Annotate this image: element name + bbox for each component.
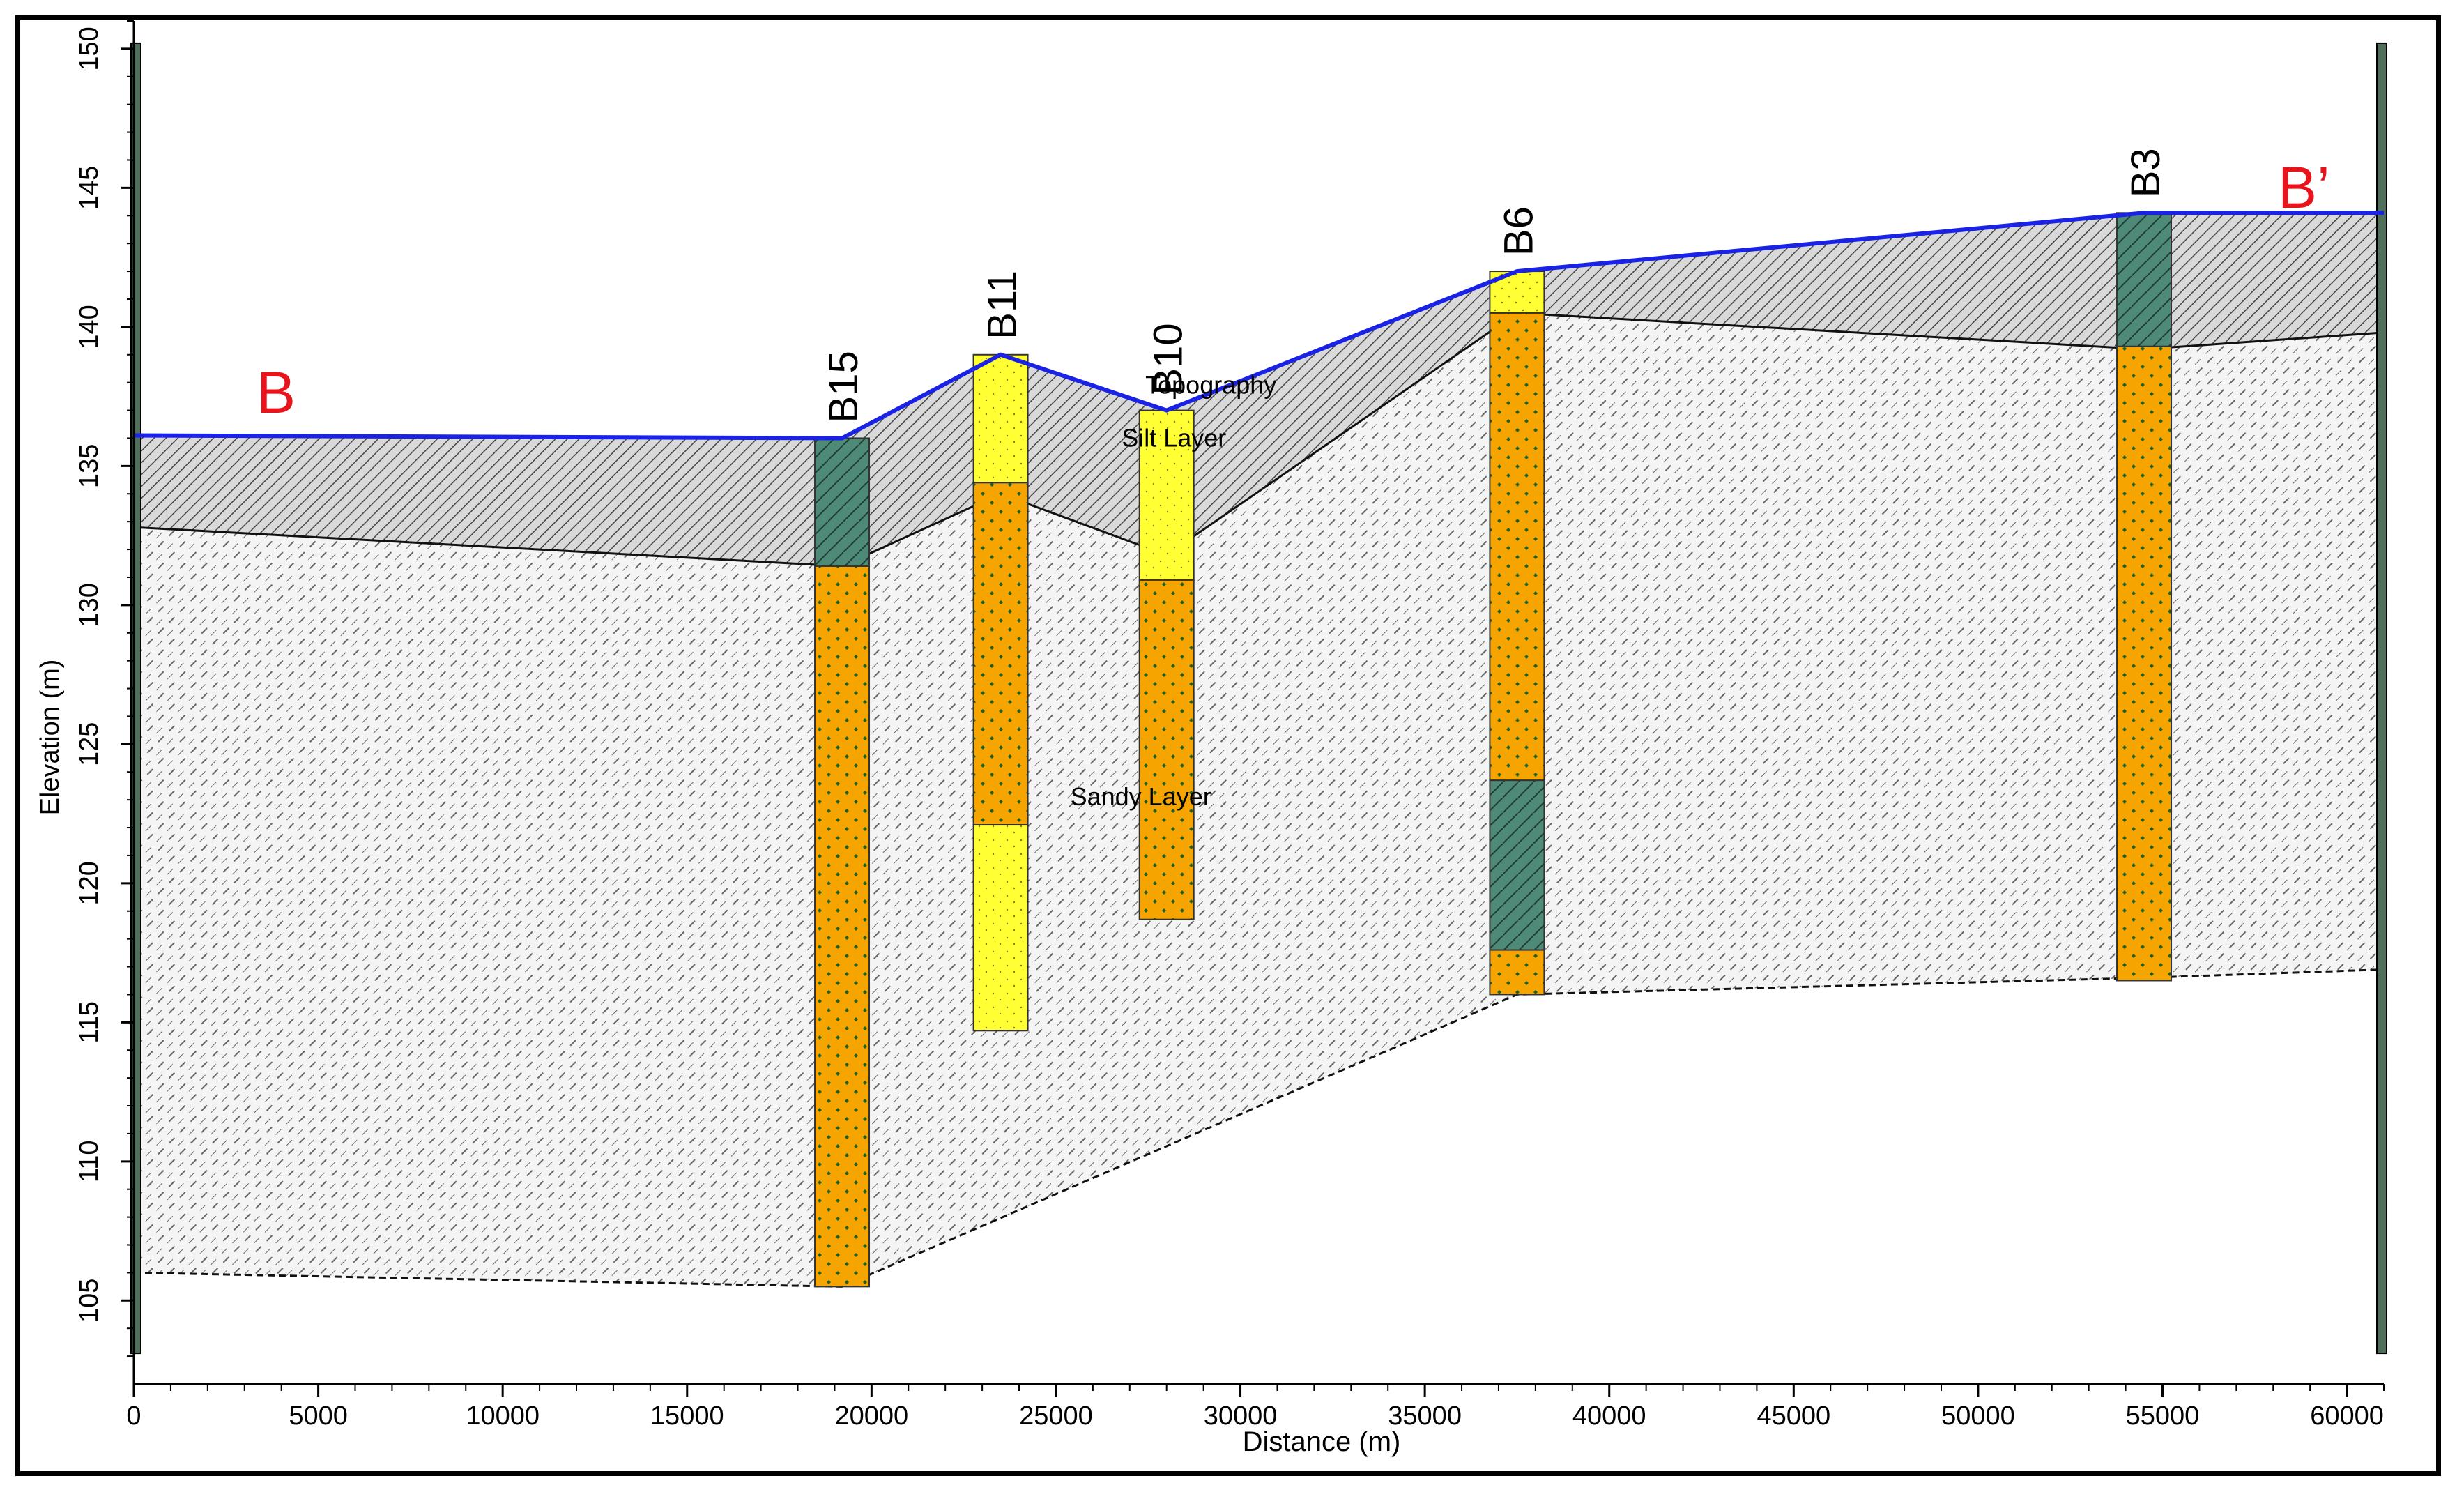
x-tick-label: 10000 — [466, 1401, 540, 1431]
layer-label: Silt Layer — [1122, 423, 1226, 452]
section-end-label: B’ — [2278, 155, 2330, 220]
x-tick-label: 35000 — [1388, 1401, 1462, 1431]
borehole-label: B11 — [980, 271, 1025, 340]
layer-label: Sandy Layer — [1071, 782, 1211, 811]
x-axis-title: Distance (m) — [1243, 1426, 1401, 1457]
x-tick-label: 15000 — [650, 1401, 724, 1431]
topography-line — [133, 211, 2384, 441]
x-tick-label: 0 — [126, 1401, 141, 1431]
borehole-interval-sand — [1489, 949, 1545, 996]
borehole-interval-sand — [972, 482, 1029, 826]
x-tick-label: 50000 — [1941, 1401, 2015, 1431]
y-tick-label: 150 — [75, 26, 104, 70]
labels: Topography Silt Layer Sandy Layer B B’ — [257, 155, 2330, 811]
geologic-layers — [130, 42, 2387, 1355]
y-tick-label: 125 — [75, 722, 104, 766]
x-tick-label: 55000 — [2126, 1401, 2200, 1431]
borehole-interval-sand — [1489, 312, 1545, 782]
borehole-b6: B6 — [1489, 206, 1545, 996]
x-tick-label: 25000 — [1019, 1401, 1093, 1431]
borehole-interval-silt — [2116, 212, 2173, 347]
borehole-interval-silt — [814, 437, 871, 567]
borehole-label: B6 — [1496, 206, 1541, 256]
section-start-label: B — [257, 360, 296, 425]
x-tick-label: 45000 — [1757, 1401, 1830, 1431]
x-tick-label: 30000 — [1204, 1401, 1278, 1431]
silt-layer — [134, 213, 2384, 566]
x-tick-label: 60000 — [2310, 1401, 2384, 1431]
y-tick-label: 135 — [75, 444, 104, 488]
x-tick-label: 40000 — [1572, 1401, 1646, 1431]
y-tick-label: 140 — [75, 305, 104, 349]
borehole-interval-sand — [2116, 345, 2173, 982]
borehole-interval-sand — [814, 565, 871, 1288]
boreholes: B15 B11 B10 B6 B3 — [133, 148, 2384, 1288]
y-tick-label: 115 — [75, 1001, 104, 1044]
x-tick-label: 5000 — [289, 1401, 348, 1431]
y-tick-label: 110 — [75, 1141, 104, 1183]
y-tick-label: 130 — [75, 583, 104, 627]
borehole-interval-gravel — [1138, 409, 1195, 581]
borehole-b3: B3 — [2116, 148, 2173, 982]
x-tick-label: 20000 — [835, 1401, 909, 1431]
right-end-bar — [2376, 42, 2387, 1355]
y-tick-label: 120 — [75, 861, 104, 905]
borehole-b15: B15 — [814, 351, 871, 1288]
y-tick-label: 105 — [75, 1279, 104, 1323]
y-axis-title: Elevation (m) — [36, 660, 65, 816]
borehole-b11: B11 — [972, 271, 1029, 1032]
borehole-interval-gravel — [972, 353, 1029, 484]
left-end-bar — [130, 42, 141, 1355]
layer-label: Topography — [1145, 371, 1276, 400]
axes: 0 5000 10000 15000 20000 25000 30000 35000 40000… — [36, 20, 2385, 1457]
borehole-label: B10 — [1146, 323, 1191, 395]
borehole-interval-sand — [1138, 579, 1195, 920]
y-tick-label: 145 — [75, 166, 104, 210]
borehole-b10: B10 — [1138, 323, 1195, 920]
borehole-interval-gravel — [972, 824, 1029, 1032]
borehole-label: B15 — [821, 351, 866, 423]
borehole-interval-silt — [1489, 779, 1545, 951]
borehole-label: B3 — [2123, 148, 2168, 197]
sandy-layer — [134, 312, 2384, 1287]
